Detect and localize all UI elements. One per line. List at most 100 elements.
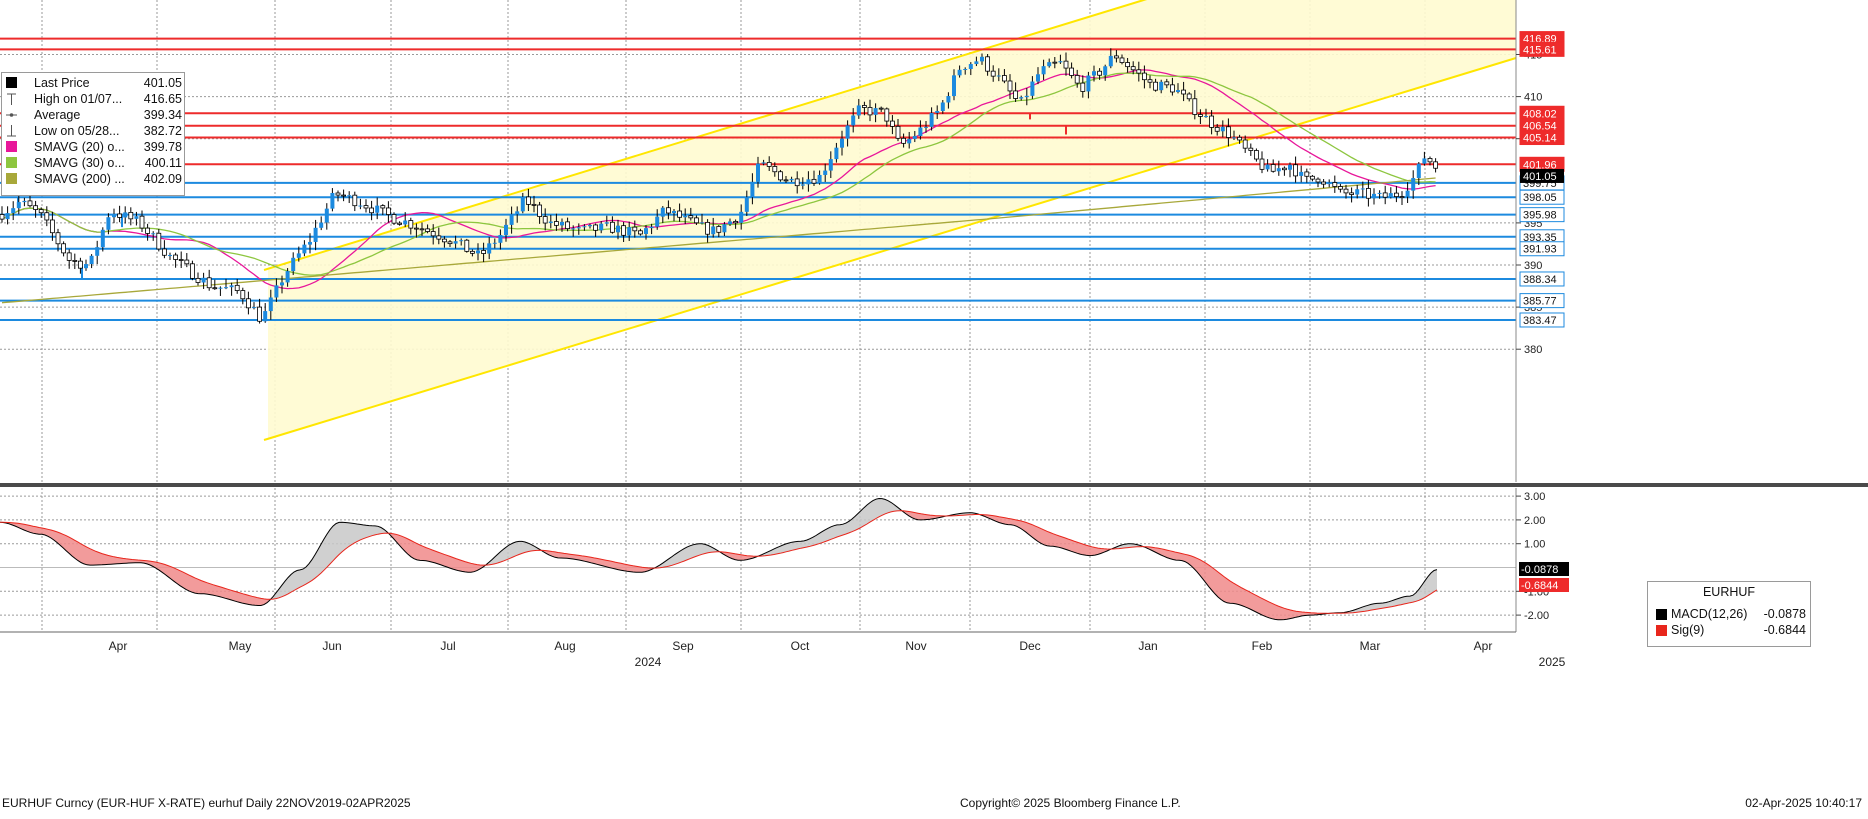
candle-body: [515, 211, 519, 214]
macd-fill: [690, 545, 693, 559]
level-tag-label: 405.14: [1523, 133, 1557, 145]
macd-fill: [1404, 596, 1407, 604]
macd-fill: [105, 555, 108, 565]
macd-axis-tick-label: 1.00: [1524, 539, 1545, 551]
legend-value: -0.0878: [1764, 607, 1806, 621]
macd-fill: [1059, 536, 1062, 548]
macd-fill: [369, 526, 372, 537]
macd-fill: [798, 541, 801, 549]
candle-body: [263, 311, 267, 321]
candle-body: [655, 217, 659, 227]
macd-fill: [1173, 552, 1176, 561]
candle-body: [302, 245, 306, 254]
footer-source: EURHUF Curncy (EUR-HUF X-RATE) eurhuf Da…: [2, 796, 411, 810]
macd-fill: [441, 553, 444, 566]
candle-body: [823, 171, 827, 175]
macd-fill: [1263, 599, 1266, 617]
candle-body: [1193, 99, 1197, 115]
candle-body: [1394, 193, 1398, 196]
candle-body: [913, 136, 917, 139]
candle-body: [846, 125, 850, 138]
last-price-tag-label: 401.05: [1523, 171, 1557, 183]
candle-body: [762, 162, 766, 163]
legend-label: SMAVG (20) o...: [34, 139, 125, 155]
candle-body: [90, 256, 94, 264]
x-axis-tick-label: Oct: [791, 639, 810, 653]
candle-body: [482, 250, 486, 253]
macd-legend: EURHUF MACD(12,26) -0.0878 Sig(9) -0.684…: [1647, 581, 1811, 647]
candle-body: [504, 225, 508, 235]
candle-body: [1142, 73, 1146, 80]
candle-body: [801, 184, 805, 185]
candle-body: [778, 172, 782, 180]
macd-fill: [336, 522, 339, 557]
candle-body: [437, 236, 441, 239]
candle-body: [986, 57, 990, 71]
macd-axis-tick-label: 2.00: [1524, 515, 1545, 527]
macd-fill: [177, 569, 180, 585]
legend-swatch-macd: [1656, 609, 1667, 620]
macd-fill: [447, 555, 450, 568]
candle-body: [319, 223, 323, 228]
candle-body: [274, 285, 278, 297]
level-tag-label: 385.77: [1523, 296, 1557, 308]
macd-fill: [864, 505, 867, 526]
macd-fill: [255, 597, 258, 605]
macd-fill: [1065, 538, 1068, 550]
candle-body: [728, 221, 732, 224]
candle-body: [689, 216, 693, 218]
candle-body: [297, 253, 301, 257]
candle-body: [1226, 127, 1230, 138]
candle-body: [974, 61, 978, 64]
candle-body: [314, 228, 318, 242]
macd-fill: [1254, 594, 1257, 612]
macd-axis-tick-label: -2.00: [1524, 610, 1549, 622]
macd-fill: [1008, 518, 1011, 524]
candle-body: [1019, 97, 1023, 98]
candle-body: [1086, 75, 1090, 91]
macd-fill: [516, 541, 519, 555]
legend-item-high: High on 01/07... 416.65: [6, 91, 182, 107]
candle-body: [17, 202, 21, 208]
candle-body: [196, 278, 200, 282]
level-tag-label: 395.98: [1523, 210, 1557, 222]
x-axis-tick-label: May: [229, 639, 252, 653]
candle-body: [717, 226, 721, 232]
candle-body: [1137, 70, 1141, 73]
candle-body: [1070, 68, 1074, 75]
macd-fill: [75, 540, 78, 560]
macd-fill: [618, 563, 621, 571]
candle-body: [862, 105, 866, 107]
candle-body: [442, 239, 446, 242]
macd-fill: [375, 526, 378, 535]
low-marker-icon: [6, 125, 17, 136]
candle-body: [582, 226, 586, 227]
candle-body: [1114, 56, 1118, 58]
macd-fill: [216, 586, 219, 597]
x-axis-year-label: 2025: [1539, 655, 1566, 669]
legend-item-smavg200: SMAVG (200) ... 402.09: [6, 171, 182, 187]
macd-fill: [363, 525, 366, 539]
candle-body: [1030, 82, 1034, 96]
macd-fill: [252, 596, 255, 605]
macd-fill: [1212, 567, 1215, 594]
candle-body: [1120, 58, 1124, 63]
candle-body: [157, 233, 161, 249]
macd-fill: [84, 546, 87, 565]
candle-body: [112, 214, 116, 217]
candle-body: [398, 223, 402, 224]
candle-body: [1254, 150, 1258, 159]
candle-body: [1294, 165, 1298, 176]
macd-fill: [432, 550, 435, 563]
macd-fill: [231, 590, 234, 601]
macd-legend-title: EURHUF: [1648, 585, 1810, 599]
candle-body: [6, 213, 10, 219]
macd-fill: [468, 562, 471, 572]
macd-fill: [1227, 579, 1230, 603]
candle-body: [1378, 193, 1382, 194]
legend-item-signal: Sig(9) -0.6844: [1656, 623, 1806, 639]
legend-label: Sig(9): [1671, 623, 1704, 637]
macd-fill: [456, 559, 459, 571]
candle-body: [235, 285, 239, 290]
candle-body: [358, 206, 362, 207]
